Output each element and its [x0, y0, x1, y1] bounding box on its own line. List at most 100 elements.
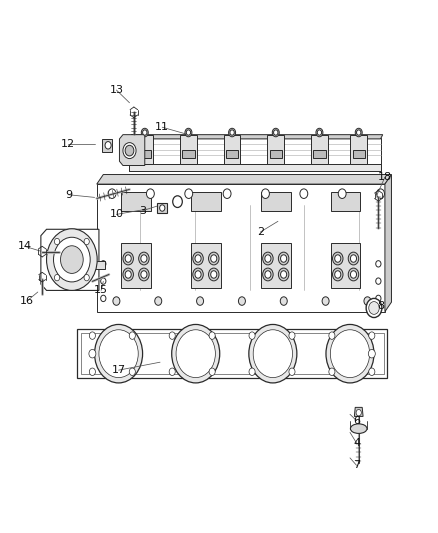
Circle shape [300, 189, 308, 198]
Circle shape [95, 325, 143, 383]
Circle shape [84, 238, 89, 245]
Circle shape [169, 368, 175, 375]
Circle shape [263, 268, 273, 281]
Circle shape [289, 368, 295, 375]
Circle shape [329, 368, 335, 375]
Circle shape [253, 330, 293, 377]
Circle shape [332, 268, 343, 281]
Polygon shape [261, 243, 290, 288]
Polygon shape [268, 135, 284, 165]
Circle shape [348, 268, 359, 281]
Circle shape [350, 255, 357, 262]
Text: 2: 2 [257, 227, 264, 237]
Circle shape [185, 128, 192, 137]
Polygon shape [121, 192, 151, 211]
Circle shape [289, 332, 295, 340]
Circle shape [335, 271, 341, 278]
Circle shape [364, 297, 371, 305]
Circle shape [123, 143, 136, 159]
Circle shape [211, 271, 217, 278]
Circle shape [155, 297, 162, 305]
Text: 4: 4 [353, 438, 360, 448]
Text: 8: 8 [377, 301, 384, 311]
Polygon shape [311, 135, 328, 165]
Circle shape [89, 332, 95, 340]
Circle shape [376, 261, 381, 267]
Circle shape [316, 128, 323, 137]
Circle shape [376, 278, 381, 284]
Circle shape [355, 128, 362, 137]
Circle shape [141, 128, 148, 137]
Text: 17: 17 [112, 365, 126, 375]
Circle shape [143, 130, 147, 135]
Circle shape [169, 332, 175, 340]
Circle shape [265, 271, 271, 278]
Circle shape [369, 368, 375, 375]
Circle shape [185, 189, 193, 198]
Circle shape [274, 130, 278, 135]
Polygon shape [331, 192, 360, 211]
Circle shape [101, 295, 106, 302]
Circle shape [357, 130, 361, 135]
Text: 6: 6 [353, 416, 360, 426]
Polygon shape [121, 243, 151, 288]
Circle shape [197, 297, 204, 305]
Circle shape [89, 368, 95, 375]
Circle shape [141, 255, 147, 262]
Polygon shape [331, 243, 360, 288]
Circle shape [238, 297, 245, 305]
Text: 14: 14 [18, 241, 32, 251]
Circle shape [366, 298, 382, 318]
Circle shape [108, 189, 116, 198]
Circle shape [272, 128, 279, 137]
Polygon shape [313, 150, 325, 158]
Circle shape [330, 330, 370, 377]
Circle shape [46, 229, 97, 290]
Polygon shape [350, 135, 367, 165]
Circle shape [326, 325, 374, 383]
Circle shape [53, 237, 90, 282]
Circle shape [125, 146, 134, 156]
Circle shape [368, 350, 375, 358]
Polygon shape [191, 243, 221, 288]
Circle shape [329, 332, 335, 340]
Circle shape [279, 268, 289, 281]
Circle shape [173, 196, 182, 207]
Circle shape [129, 332, 135, 340]
Text: 15: 15 [94, 286, 108, 295]
Polygon shape [95, 261, 106, 269]
Circle shape [101, 278, 106, 284]
Circle shape [249, 325, 297, 383]
Polygon shape [97, 174, 392, 184]
Circle shape [195, 271, 201, 278]
Polygon shape [77, 329, 387, 378]
Polygon shape [180, 135, 197, 165]
Circle shape [263, 252, 273, 265]
Text: 16: 16 [20, 296, 34, 306]
Circle shape [125, 255, 131, 262]
Polygon shape [191, 192, 221, 211]
Polygon shape [130, 135, 383, 139]
Circle shape [139, 252, 149, 265]
Circle shape [332, 252, 343, 265]
Polygon shape [270, 150, 282, 158]
Circle shape [211, 255, 217, 262]
Circle shape [356, 409, 361, 416]
Circle shape [123, 268, 134, 281]
Circle shape [209, 368, 215, 375]
Circle shape [322, 297, 329, 305]
Polygon shape [137, 135, 153, 165]
Circle shape [208, 252, 219, 265]
Circle shape [279, 252, 289, 265]
Circle shape [208, 268, 219, 281]
Text: 3: 3 [139, 206, 146, 216]
Circle shape [350, 271, 357, 278]
Circle shape [186, 130, 191, 135]
Polygon shape [226, 150, 238, 158]
Circle shape [377, 189, 385, 198]
Circle shape [230, 130, 234, 135]
Text: 11: 11 [155, 122, 169, 132]
Text: 7: 7 [353, 461, 360, 470]
Polygon shape [354, 407, 363, 416]
Polygon shape [102, 139, 112, 152]
